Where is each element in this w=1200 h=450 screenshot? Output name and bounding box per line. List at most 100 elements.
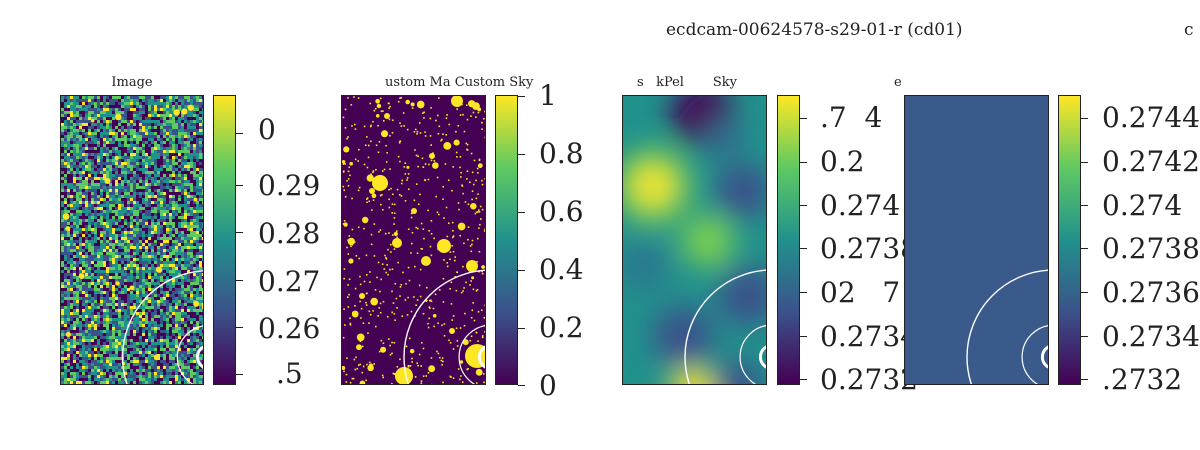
noise-pixel (169, 189, 172, 192)
noise-pixel (175, 291, 178, 294)
noise-pixel (91, 258, 94, 261)
noise-pixel (157, 348, 160, 351)
mask-pixel (385, 271, 388, 274)
noise-pixel (85, 249, 88, 252)
noise-pixel (124, 321, 127, 324)
noise-pixel (127, 345, 130, 348)
noise-pixel (106, 129, 109, 132)
noise-pixel (103, 339, 106, 342)
noise-pixel (64, 138, 67, 141)
noise-pixel (112, 294, 115, 297)
noise-pixel (127, 261, 130, 264)
noise-pixel (121, 333, 124, 336)
noise-pixel (202, 213, 203, 216)
noise-pixel (172, 372, 175, 375)
noise-pixel (148, 102, 151, 105)
noise-pixel (190, 249, 193, 252)
noise-pixel (82, 252, 85, 255)
noise-pixel (172, 264, 175, 267)
noise-pixel (115, 360, 118, 363)
noise-pixel (88, 201, 91, 204)
noise-pixel (169, 345, 172, 348)
noise-pixel (64, 258, 67, 261)
noise-pixel (148, 225, 151, 228)
noise-pixel (178, 249, 181, 252)
mask-pixel (416, 299, 419, 301)
noise-pixel (88, 222, 91, 225)
noise-pixel (94, 291, 97, 294)
noise-pixel (112, 252, 115, 255)
noise-pixel (136, 213, 139, 216)
noise-pixel (187, 204, 190, 207)
noise-pixel (118, 138, 121, 141)
noise-pixel (184, 279, 187, 282)
noise-pixel (73, 258, 76, 261)
noise-pixel (181, 345, 184, 348)
noise-pixel (196, 381, 199, 384)
noise-pixel (94, 96, 97, 99)
noise-pixel (103, 174, 106, 177)
noise-pixel (130, 276, 133, 279)
noise-pixel (67, 324, 70, 327)
noise-pixel (130, 96, 133, 99)
noise-pixel (157, 120, 160, 123)
noise-pixel (175, 330, 178, 333)
noise-pixel (97, 228, 100, 231)
noise-pixel (124, 324, 127, 327)
noise-pixel (193, 96, 196, 99)
noise-pixel (157, 378, 160, 381)
noise-pixel (172, 156, 175, 159)
noise-pixel (103, 354, 106, 357)
noise-pixel (97, 264, 100, 267)
mask-pixel (377, 315, 380, 317)
noise-pixel (169, 270, 172, 273)
noise-pixel (178, 315, 181, 318)
noise-pixel (157, 360, 160, 363)
noise-pixel (181, 177, 184, 180)
noise-pixel (112, 273, 115, 276)
noise-pixel (160, 291, 163, 294)
noise-pixel (112, 303, 115, 306)
mask-pixel (347, 306, 350, 308)
noise-pixel (190, 312, 193, 315)
noise-pixel (166, 162, 169, 165)
mask-pixel (463, 130, 466, 133)
noise-pixel (160, 363, 163, 366)
noise-pixel (148, 150, 151, 153)
noise-pixel (109, 327, 112, 330)
noise-pixel (67, 342, 70, 345)
noise-pixel (148, 330, 151, 333)
noise-pixel (154, 243, 157, 246)
noise-pixel (67, 327, 70, 330)
noise-pixel (97, 282, 100, 285)
noise-pixel (67, 144, 70, 147)
noise-pixel (136, 231, 139, 234)
noise-pixel (109, 171, 112, 174)
noise-pixel (175, 135, 178, 138)
noise-pixel (127, 246, 130, 249)
noise-pixel (163, 213, 166, 216)
noise-pixel (94, 384, 97, 385)
noise-pixel (130, 378, 133, 381)
noise-pixel (169, 210, 172, 213)
noise-pixel (133, 306, 136, 309)
noise-pixel (67, 129, 70, 132)
noise-pixel (184, 333, 187, 336)
noise-pixel (64, 159, 67, 162)
noise-pixel (172, 300, 175, 303)
noise-pixel (85, 204, 88, 207)
noise-pixel (136, 126, 139, 129)
noise-pixel (88, 300, 91, 303)
noise-pixel (97, 132, 100, 135)
noise-pixel (160, 153, 163, 156)
noise-pixel (169, 192, 172, 195)
noise-pixel (94, 222, 97, 225)
noise-pixel (76, 276, 79, 279)
noise-pixel (187, 339, 190, 342)
noise-pixel (130, 213, 133, 216)
noise-pixel (88, 135, 91, 138)
noise-pixel (169, 156, 172, 159)
noise-pixel (169, 117, 172, 120)
noise-pixel (160, 366, 163, 369)
mask-pixel (475, 179, 477, 182)
